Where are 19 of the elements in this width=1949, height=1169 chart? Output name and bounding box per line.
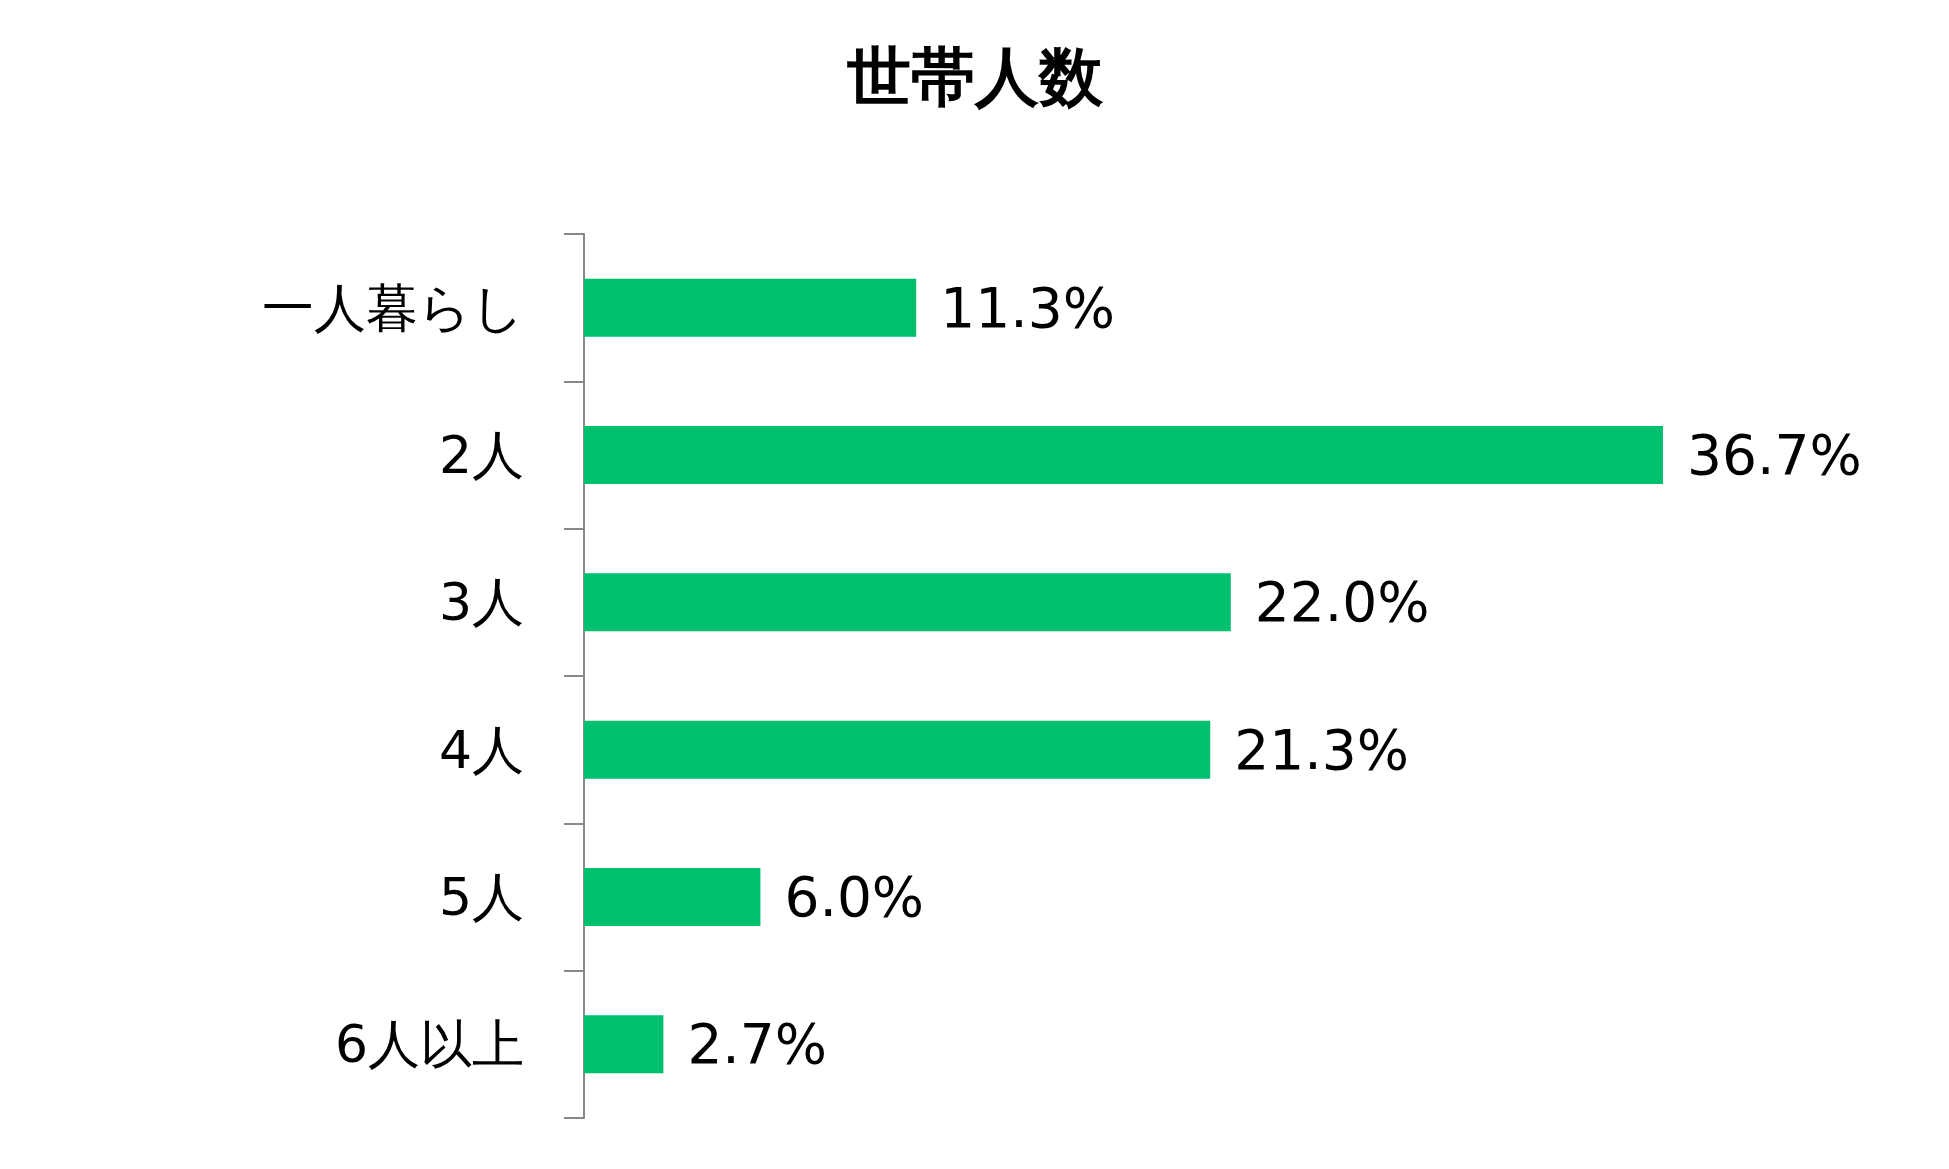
data-label: 6.0%: [784, 865, 925, 929]
y-tick-label: 4人: [438, 719, 524, 780]
y-tick-label: 5人: [438, 867, 524, 927]
data-label: 21.3%: [1234, 717, 1409, 782]
y-tick-label: 2人: [438, 425, 524, 485]
bar: [584, 426, 1663, 484]
bar: [584, 573, 1231, 632]
y-tick-label: 6人以上: [334, 1014, 524, 1075]
data-label: 36.7%: [1686, 423, 1862, 487]
bar: [584, 868, 761, 926]
chart-title: 世帯人数: [845, 40, 1104, 114]
y-tick-label: 3人: [438, 572, 524, 633]
data-label: 2.7%: [687, 1012, 828, 1077]
bar: [584, 720, 1211, 779]
data-label: 11.3%: [940, 275, 1115, 340]
y-tick-label: 一人暮らし: [262, 277, 524, 338]
bar: [584, 278, 917, 337]
data-label: 22.0%: [1254, 570, 1430, 635]
bar: [584, 1015, 664, 1074]
